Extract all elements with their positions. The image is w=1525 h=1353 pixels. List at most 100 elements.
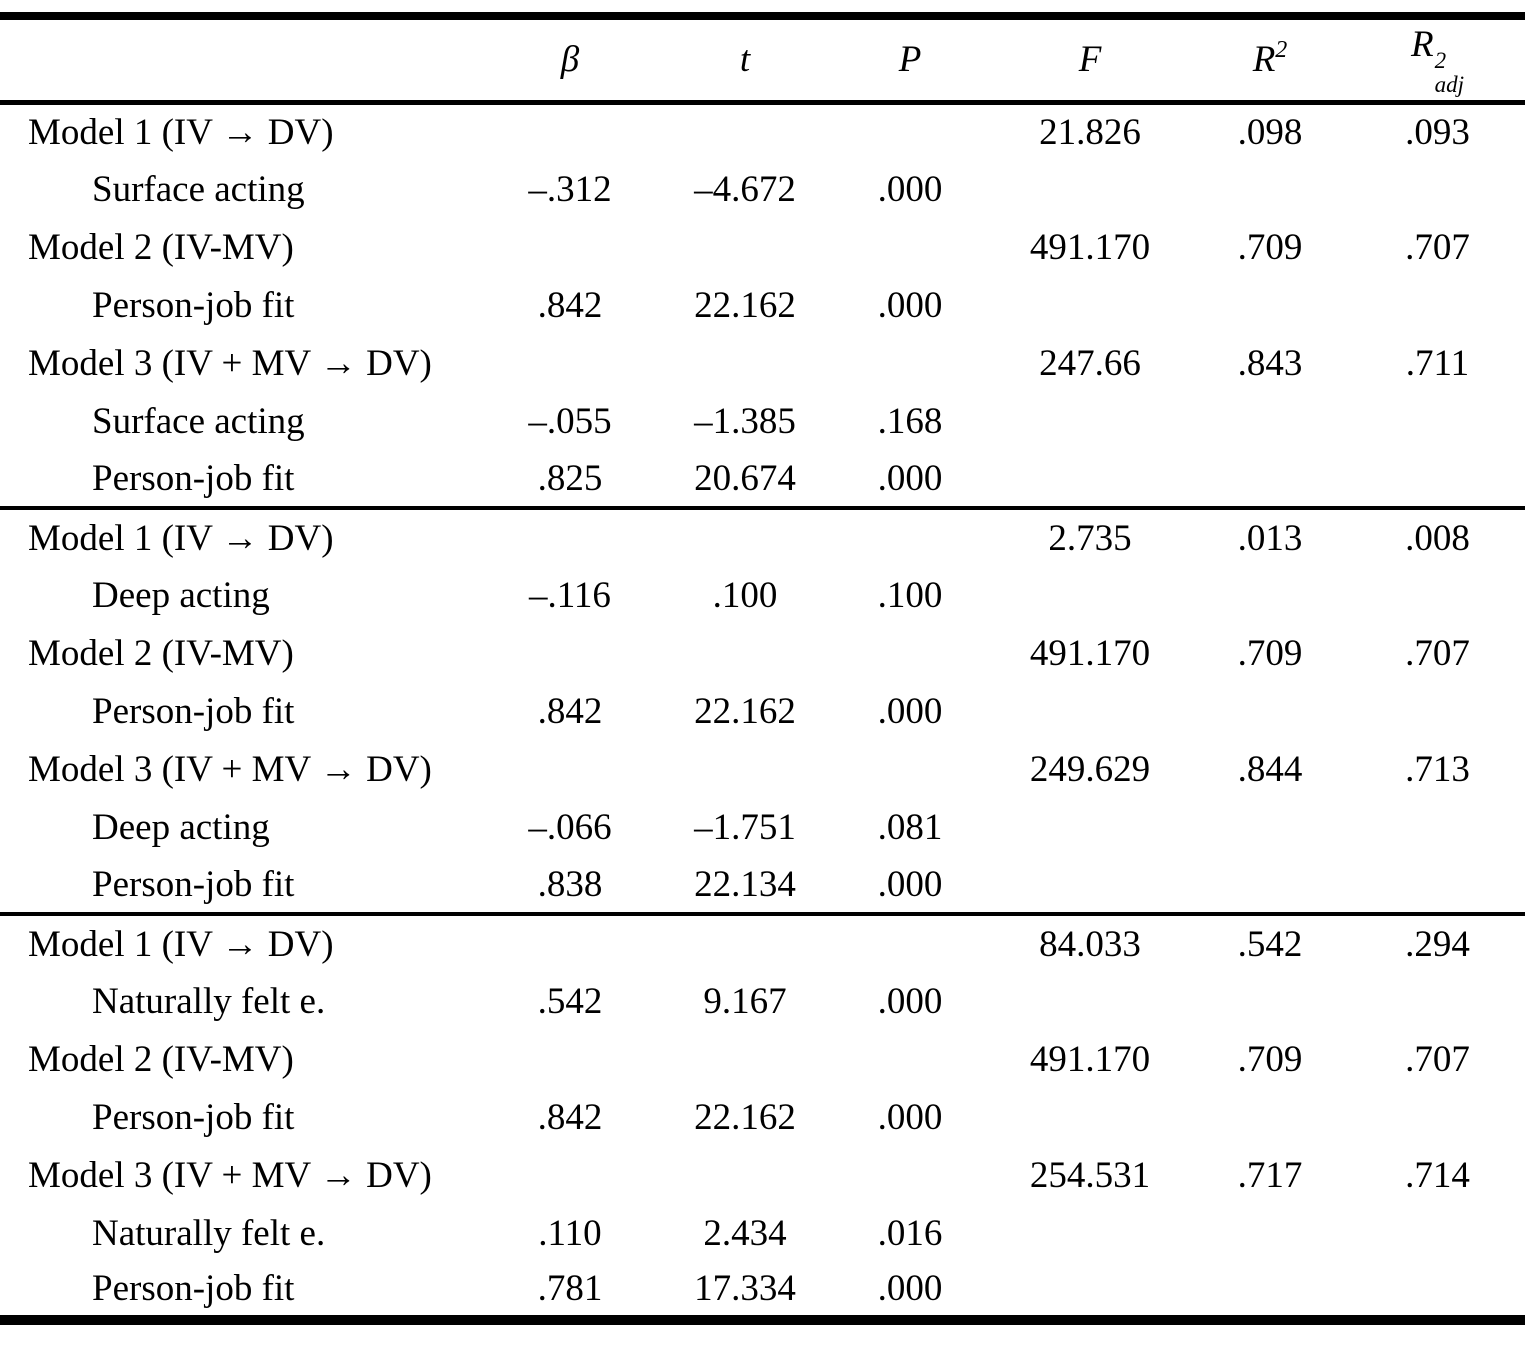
r-squared-adj-scripts: 2 adj [1435, 48, 1464, 97]
value-cell-r2adj: .713 [1405, 748, 1470, 790]
value-cell-r2: .709 [1237, 1038, 1303, 1080]
predictor-label-cell: Person-job fit [92, 1268, 295, 1309]
value-cell-p: .000 [877, 980, 943, 1022]
value-cell-beta [480, 506, 660, 566]
value-cell-p: .000 [877, 863, 943, 905]
table-row: Model 2 (IV-MV) 491.170 .709 .707 [0, 218, 1525, 276]
table-body: Model 1 (IV → DV) 21.826 .098 .093 Surface a… [0, 102, 1525, 1320]
header-f: F [990, 16, 1190, 105]
value-cell-r2 [1190, 1204, 1350, 1262]
value-cell-r2 [1190, 682, 1350, 740]
value-cell-t [660, 218, 830, 276]
value-cell-r2 [1190, 856, 1350, 914]
table-row: Surface acting –.055 –1.385 .168 [0, 392, 1525, 450]
value-cell-r2adj [1350, 856, 1525, 914]
value-cell-r2 [1190, 450, 1350, 508]
value-cell-beta [480, 102, 660, 160]
value-cell-r2adj: .707 [1405, 632, 1470, 674]
value-cell-r2adj: .707 [1405, 1038, 1470, 1080]
value-cell-r2: .098 [1237, 111, 1303, 153]
value-cell-f [990, 1088, 1190, 1146]
value-cell-p [830, 624, 990, 682]
value-cell-p [830, 334, 990, 392]
predictor-label-cell: Surface acting [92, 168, 305, 210]
table-row: Person-job fit .842 22.162 .000 [0, 276, 1525, 334]
value-cell-r2adj [1350, 798, 1525, 856]
value-cell-t: 22.134 [694, 863, 796, 905]
value-cell-p: .168 [877, 400, 943, 442]
r-squared-exponent: 2 [1275, 37, 1288, 64]
header-empty-cell [0, 16, 480, 105]
value-cell-beta: –.066 [528, 806, 612, 848]
value-cell-f [990, 682, 1190, 740]
table-row: Person-job fit .825 20.674 .000 [0, 450, 1525, 508]
value-cell-beta [480, 740, 660, 798]
value-cell-t [660, 102, 830, 160]
table-row: Person-job fit .838 22.134 .000 [0, 856, 1525, 914]
value-cell-p [830, 912, 990, 972]
value-cell-r2 [1190, 798, 1350, 856]
value-cell-r2: .013 [1190, 506, 1350, 566]
value-cell-p: .000 [877, 1268, 943, 1309]
table-row: Surface acting –.312 –4.672 .000 [0, 160, 1525, 218]
value-cell-p: .000 [877, 457, 943, 499]
value-cell-beta: .842 [537, 690, 603, 732]
value-cell-r2 [1190, 566, 1350, 624]
model-label-cell: Model 3 (IV + MV → DV) [28, 342, 432, 384]
value-cell-p: .000 [877, 1096, 943, 1138]
predictor-label-cell: Deep acting [92, 806, 270, 848]
value-cell-r2adj: .707 [1405, 226, 1470, 268]
value-cell-t [660, 334, 830, 392]
value-cell-p [830, 218, 990, 276]
value-cell-r2adj: .008 [1350, 506, 1525, 566]
value-cell-t: 20.674 [694, 457, 796, 499]
value-cell-r2adj [1350, 392, 1525, 450]
value-cell-beta: .781 [537, 1268, 603, 1309]
value-cell-t: 22.162 [694, 1096, 796, 1138]
value-cell-r2adj [1350, 682, 1525, 740]
value-cell-t [660, 912, 830, 972]
value-cell-t [660, 1146, 830, 1204]
predictor-label-cell: Person-job fit [92, 863, 295, 905]
value-cell-beta: .842 [537, 1096, 603, 1138]
table-row: Model 1 (IV → DV) 21.826 .098 .093 [0, 102, 1525, 160]
regression-table-container: β t P F R2 R 2 adj Model 1 (IV → DV) 21.826… [0, 12, 1525, 1325]
value-cell-f [990, 566, 1190, 624]
table-row: Model 1 (IV → DV) 84.033.542.294 [0, 912, 1525, 972]
table-row: Person-job fit .781 17.334 .000 [0, 1262, 1525, 1320]
header-r-squared: R2 [1190, 16, 1350, 105]
value-cell-f: 249.629 [1029, 748, 1151, 790]
predictor-label-cell: Deep acting [92, 574, 270, 616]
value-cell-beta: –.312 [528, 168, 612, 210]
value-cell-beta: .825 [537, 457, 603, 499]
model-label-cell: Model 3 (IV + MV → DV) [28, 1154, 432, 1196]
value-cell-beta: –.055 [528, 400, 612, 442]
p-symbol: P [898, 39, 922, 81]
value-cell-r2adj [1350, 566, 1525, 624]
value-cell-t: 17.334 [694, 1268, 796, 1309]
value-cell-r2adj [1350, 1088, 1525, 1146]
value-cell-t: .100 [712, 574, 778, 616]
value-cell-f: 2.735 [990, 506, 1190, 566]
value-cell-p: .016 [877, 1212, 943, 1254]
value-cell-p: .081 [877, 806, 943, 848]
predictor-label-cell: Surface acting [92, 400, 305, 442]
value-cell-p: .000 [877, 690, 943, 732]
value-cell-p [830, 740, 990, 798]
beta-symbol: β [560, 39, 580, 81]
table-row: Model 3 (IV + MV → DV) 249.629 .844 .713 [0, 740, 1525, 798]
table-row: Naturally felt e. .110 2.434 .016 [0, 1204, 1525, 1262]
table-row: Model 1 (IV → DV) 2.735.013.008 [0, 506, 1525, 566]
value-cell-p [830, 102, 990, 160]
value-cell-beta: .542 [537, 980, 603, 1022]
value-cell-p: .000 [877, 168, 943, 210]
value-cell-t: 9.167 [703, 980, 787, 1022]
value-cell-f [990, 276, 1190, 334]
model-label-cell: Model 3 (IV + MV → DV) [28, 748, 432, 790]
value-cell-r2: .542 [1190, 912, 1350, 972]
table-row: Naturally felt e. .542 9.167 .000 [0, 972, 1525, 1030]
value-cell-f: 254.531 [1029, 1154, 1151, 1196]
predictor-label-cell: Person-job fit [92, 1096, 295, 1138]
value-cell-r2adj [1350, 276, 1525, 334]
value-cell-f [990, 798, 1190, 856]
